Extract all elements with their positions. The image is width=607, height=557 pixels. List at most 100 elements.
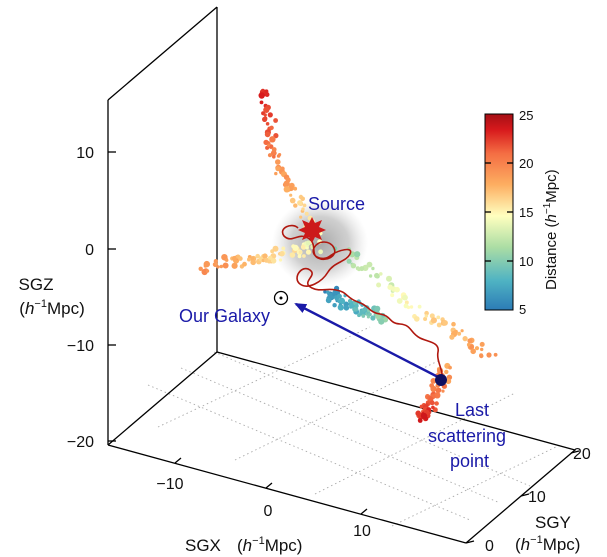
galaxy-point [375,314,381,320]
last-scattering-label-line2: scattering [428,426,506,446]
galaxy-point [466,342,471,347]
grid-line-y0 [157,326,371,428]
galaxy-point [273,133,279,139]
galaxy-point [263,106,270,113]
galaxy-point [258,92,265,99]
galaxy-point [242,261,247,267]
galaxy-point [457,331,462,336]
y-axis-line [465,449,576,544]
x-axis-title: SGX [185,536,221,555]
galaxy-point [263,113,267,117]
galaxy-point [279,251,285,257]
colorbar-tick-label: 20 [519,156,533,171]
galaxy-point [301,207,305,211]
galaxy-point [205,269,210,273]
galaxy-point [326,290,330,295]
galaxy-point [337,304,344,311]
galaxy-point [470,348,477,355]
galaxy-point [435,388,441,394]
galaxy-point [430,378,437,384]
galaxy-point [332,292,337,297]
galaxy-point [238,256,243,261]
galaxy-point [444,369,449,375]
colorbar: 25 20 15 10 5 Distance (h−1Mpc) [484,108,560,317]
galaxy-point [394,286,400,293]
x-tick-label: 0 [264,503,273,520]
galaxy-point [323,290,327,294]
source-label: Source [308,194,365,214]
galaxy-point [305,240,311,246]
galaxy-point [270,258,277,264]
last-scattering-marker [435,374,447,386]
galaxy-point [474,346,480,351]
galaxy-point [289,252,296,258]
galaxy-point [305,249,312,255]
galaxy-point [368,312,372,317]
grid-line-y1 [234,359,441,461]
z-ticks: 10 0 −10 −20 [67,145,116,451]
last-scattering-label-line3: point [450,451,489,471]
galaxy-point [429,396,434,401]
galaxy-point [434,392,441,399]
last-scattering-label-line1: Last [455,400,489,420]
y-axis-title: SGY [535,513,571,532]
galaxy-point [264,131,271,138]
galaxy-point [262,253,268,259]
galaxy-point [269,125,274,130]
galaxy-point [298,250,303,254]
galaxy-point [247,257,251,262]
x-tick-label: 10 [353,523,371,540]
galaxy-point [430,317,437,324]
galaxy-point [293,203,298,208]
galaxy-point [441,389,445,393]
y-tick [570,450,580,454]
x-tick [265,482,273,489]
galaxy-point [462,336,468,342]
galaxy-point [263,139,269,146]
galaxy-point [198,266,203,271]
galaxy-point [289,197,296,204]
galaxy-point [285,177,291,183]
grid-line-x2 [213,351,531,487]
galaxy-point [225,258,229,262]
floor-back-edge [216,351,576,451]
grid-line-y2 [314,392,516,495]
y-axis-unit: (h−1Mpc) [515,534,580,554]
galaxy-point [299,215,303,219]
galaxy-point [479,341,485,347]
galaxy-point [269,136,276,143]
x-axis-line [107,444,467,544]
galaxy-point [273,118,278,123]
galaxy-point [354,251,361,258]
galaxy-point [431,387,436,393]
galaxy-point [371,266,375,271]
galaxy-point [346,258,352,264]
galaxy-point [361,307,367,312]
galaxy-point [423,317,428,321]
galaxy-point [339,298,346,304]
galaxy-point [350,263,357,269]
galaxy-point [436,322,442,328]
galaxy-point [231,262,238,269]
galaxy-point [276,154,281,158]
galaxy-point [424,310,429,316]
galaxy-point [262,116,268,122]
galaxy-point [300,196,306,202]
galaxy-point [297,254,302,259]
galaxy-point [281,246,286,251]
galaxy-point [267,112,273,118]
galaxy-point [264,92,270,97]
galaxy-point [449,334,455,340]
y-tick-label: 10 [528,489,546,506]
galaxy-point [267,153,273,158]
y-tick [465,540,475,544]
galaxy-point [343,305,350,311]
z-axis-unit: (h−1Mpc) [19,298,84,318]
galaxy-point [486,352,492,358]
grid-line-x1 [180,367,501,504]
galaxy-point [232,255,237,261]
y-tick-label: 0 [485,538,494,555]
galaxy-point [265,145,270,150]
galaxy-point [361,314,366,318]
